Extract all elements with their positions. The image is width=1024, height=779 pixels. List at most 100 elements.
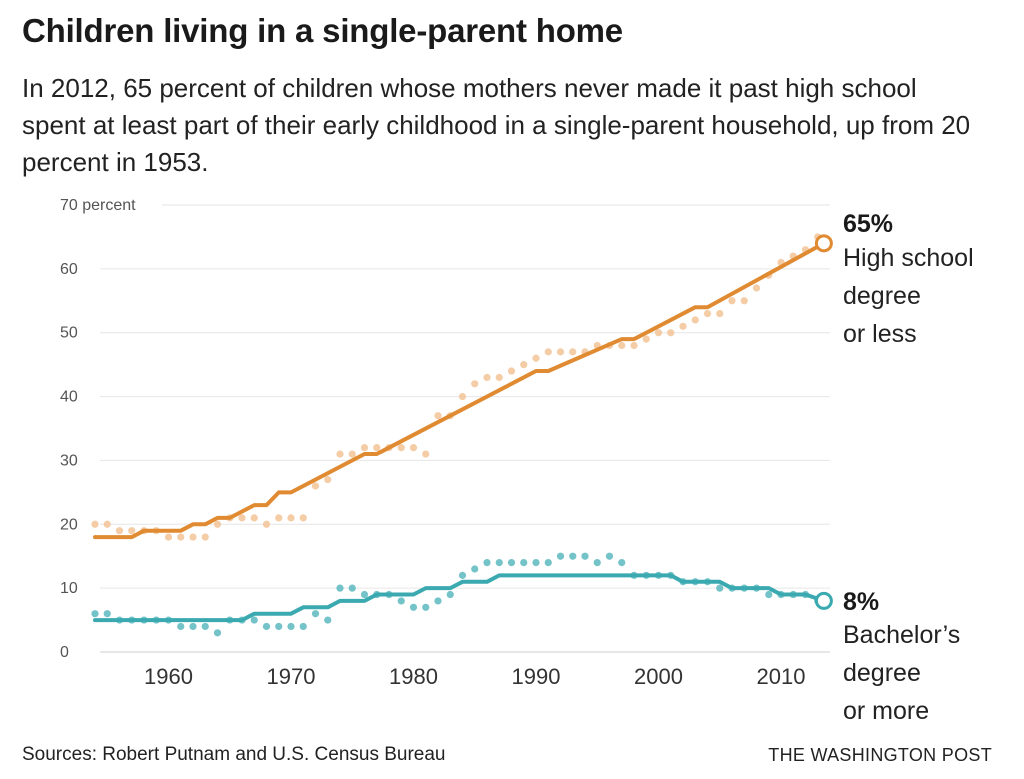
series-high-school — [91, 233, 833, 541]
data-point — [752, 284, 761, 292]
data-point — [250, 514, 258, 522]
data-point — [471, 380, 479, 388]
data-point — [495, 559, 503, 567]
data-point — [164, 533, 173, 541]
y-tick-label: 20 — [60, 516, 78, 533]
data-point — [128, 527, 136, 535]
data-point — [324, 616, 332, 624]
data-point — [360, 444, 369, 452]
data-point — [679, 322, 687, 330]
data-point — [630, 341, 638, 350]
data-point — [177, 622, 185, 631]
data-point — [605, 552, 614, 560]
data-point — [103, 520, 111, 528]
y-axis: 0 10 20 30 40 50 60 70 percent — [60, 197, 136, 661]
data-point — [336, 584, 344, 592]
y-tick-label: 60 — [60, 261, 78, 278]
data-point — [618, 559, 626, 567]
data-point — [287, 514, 295, 522]
x-tick-label: 2000 — [634, 664, 683, 689]
data-point — [434, 597, 442, 605]
data-point — [569, 348, 577, 356]
data-point — [348, 584, 356, 592]
data-point — [262, 622, 271, 631]
data-point — [201, 622, 209, 631]
data-point — [446, 590, 454, 599]
series-label-line: Bachelor’s — [843, 621, 960, 649]
y-tick-label: 70 percent — [60, 197, 136, 214]
data-point — [581, 552, 589, 560]
data-point — [593, 559, 601, 567]
chart-subtitle: In 2012, 65 percent of children whose mo… — [22, 73, 971, 177]
data-point — [716, 584, 724, 592]
x-tick-label: 1980 — [389, 664, 438, 689]
data-point — [520, 559, 528, 567]
end-marker — [814, 591, 833, 610]
data-point — [91, 520, 99, 528]
chart-title: Children living in a single-parent home — [22, 12, 623, 49]
data-point — [189, 533, 197, 541]
data-point — [422, 450, 430, 458]
data-point — [532, 559, 540, 567]
data-point — [409, 444, 418, 452]
x-tick-label: 1960 — [144, 664, 193, 689]
data-point — [458, 392, 467, 401]
data-point — [189, 622, 197, 631]
y-tick-label: 40 — [60, 389, 78, 406]
series-layer — [91, 233, 833, 637]
series-bachelors — [91, 552, 833, 637]
x-tick-label: 2010 — [757, 664, 806, 689]
series-label-line: or less — [843, 320, 917, 348]
data-point — [458, 571, 467, 579]
data-point — [103, 610, 111, 618]
data-point — [740, 297, 748, 305]
trend-line — [93, 241, 826, 540]
data-point — [520, 361, 528, 369]
data-point — [238, 514, 246, 522]
data-point — [422, 603, 430, 611]
data-point — [654, 329, 663, 337]
data-point — [716, 309, 724, 318]
x-tick-label: 1970 — [267, 664, 316, 689]
data-point — [483, 559, 491, 567]
data-point — [287, 622, 295, 631]
data-point — [569, 552, 577, 560]
y-tick-label: 10 — [60, 580, 78, 597]
y-tick-label: 50 — [60, 325, 78, 342]
series-end-value: 65% — [843, 210, 893, 238]
data-point — [728, 297, 736, 305]
data-point — [667, 329, 675, 337]
data-point — [556, 552, 565, 560]
data-point — [336, 450, 344, 458]
data-point — [299, 622, 307, 631]
data-point — [495, 373, 503, 382]
data-point — [201, 533, 209, 541]
publisher-credit: THE WASHINGTON POST — [768, 745, 992, 765]
data-point — [544, 559, 552, 567]
data-point — [373, 444, 381, 452]
data-point — [275, 514, 283, 522]
data-point — [544, 348, 552, 356]
data-point — [91, 610, 99, 618]
data-point — [115, 527, 124, 535]
data-point — [275, 622, 283, 631]
data-point — [213, 520, 222, 528]
data-point — [703, 309, 712, 318]
series-label-line: High school — [843, 244, 974, 272]
data-point — [483, 373, 491, 382]
x-tick-label: 1990 — [512, 664, 561, 689]
data-point — [507, 559, 516, 567]
data-point — [532, 354, 540, 362]
data-point — [324, 475, 332, 484]
data-point — [397, 444, 405, 452]
series-label-line: or more — [843, 697, 929, 725]
x-axis: 1960 1970 1980 1990 2000 2010 — [144, 664, 805, 689]
data-point — [311, 482, 320, 490]
data-point — [642, 335, 650, 343]
data-point — [765, 590, 773, 599]
y-tick-label: 30 — [60, 452, 78, 469]
series-label-line: degree — [843, 659, 921, 687]
data-point — [434, 412, 442, 420]
data-point — [348, 450, 356, 458]
